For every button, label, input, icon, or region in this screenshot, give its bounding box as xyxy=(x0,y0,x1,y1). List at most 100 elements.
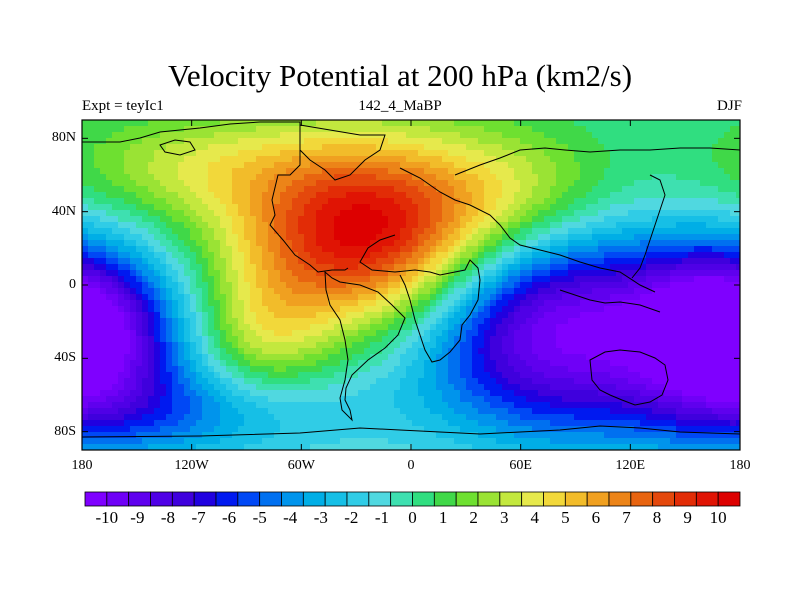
field-cell xyxy=(346,258,353,265)
field-cell xyxy=(610,324,617,331)
field-cell xyxy=(268,144,275,151)
field-cell xyxy=(682,228,689,235)
field-cell xyxy=(400,168,407,175)
field-cell xyxy=(592,378,599,385)
field-cell xyxy=(610,204,617,211)
field-cell xyxy=(460,246,467,253)
field-cell xyxy=(214,300,221,307)
field-cell xyxy=(316,264,323,271)
field-cell xyxy=(568,342,575,349)
field-cell xyxy=(184,300,191,307)
field-cell xyxy=(226,258,233,265)
field-cell xyxy=(352,216,359,223)
field-cell xyxy=(622,126,629,133)
field-cell xyxy=(640,324,647,331)
field-cell xyxy=(298,174,305,181)
field-cell xyxy=(496,192,503,199)
field-cell xyxy=(268,120,275,127)
field-cell xyxy=(130,174,137,181)
field-cell xyxy=(292,282,299,289)
field-cell xyxy=(298,264,305,271)
field-cell xyxy=(136,240,143,247)
field-cell xyxy=(382,216,389,223)
field-cell xyxy=(238,378,245,385)
field-cell xyxy=(568,354,575,361)
field-cell xyxy=(532,372,539,379)
field-cell xyxy=(100,192,107,199)
field-cell xyxy=(112,228,119,235)
field-cell xyxy=(688,270,695,277)
field-cell xyxy=(178,210,185,217)
field-cell xyxy=(172,234,179,241)
field-cell xyxy=(640,144,647,151)
field-cell xyxy=(538,144,545,151)
field-cell xyxy=(586,126,593,133)
field-cell xyxy=(232,372,239,379)
field-cell xyxy=(454,348,461,355)
field-cell xyxy=(700,240,707,247)
field-cell xyxy=(478,156,485,163)
field-cell xyxy=(148,144,155,151)
field-cell xyxy=(214,126,221,133)
field-cell xyxy=(436,324,443,331)
field-cell xyxy=(736,384,740,391)
field-cell xyxy=(376,312,383,319)
field-cell xyxy=(376,246,383,253)
field-cell xyxy=(550,306,557,313)
field-cell xyxy=(532,360,539,367)
field-cell xyxy=(328,378,335,385)
field-cell xyxy=(454,186,461,193)
field-cell xyxy=(658,282,665,289)
field-cell xyxy=(262,174,269,181)
field-cell xyxy=(562,144,569,151)
field-cell xyxy=(706,288,713,295)
field-cell xyxy=(604,198,611,205)
field-cell xyxy=(454,150,461,157)
field-cell xyxy=(226,318,233,325)
field-cell xyxy=(352,144,359,151)
field-cell xyxy=(454,384,461,391)
field-cell xyxy=(562,264,569,271)
field-cell xyxy=(730,246,737,253)
field-cell xyxy=(88,372,95,379)
field-cell xyxy=(730,180,737,187)
field-cell xyxy=(670,300,677,307)
field-cell xyxy=(220,318,227,325)
field-cell xyxy=(634,186,641,193)
field-cell xyxy=(418,294,425,301)
field-cell xyxy=(370,210,377,217)
field-cell xyxy=(730,300,737,307)
field-cell xyxy=(118,210,125,217)
field-cell xyxy=(658,228,665,235)
field-cell xyxy=(730,384,737,391)
field-cell xyxy=(436,246,443,253)
field-cell xyxy=(538,120,545,127)
field-cell xyxy=(214,354,221,361)
field-cell xyxy=(298,318,305,325)
field-cell xyxy=(292,120,299,127)
field-cell xyxy=(136,186,143,193)
field-cell xyxy=(112,174,119,181)
field-cell xyxy=(256,306,263,313)
field-cell xyxy=(298,312,305,319)
field-cell xyxy=(622,378,629,385)
field-cell xyxy=(526,384,533,391)
field-cell xyxy=(568,246,575,253)
field-cell xyxy=(598,240,605,247)
field-cell xyxy=(640,270,647,277)
field-cell xyxy=(646,132,653,139)
field-cell xyxy=(82,234,89,241)
field-cell xyxy=(460,384,467,391)
field-cell xyxy=(532,336,539,343)
field-cell xyxy=(304,360,311,367)
field-cell xyxy=(130,162,137,169)
field-cell xyxy=(736,318,740,325)
field-cell xyxy=(118,162,125,169)
field-cell xyxy=(502,270,509,277)
field-cell xyxy=(448,300,455,307)
field-cell xyxy=(406,312,413,319)
field-cell xyxy=(298,210,305,217)
field-cell xyxy=(622,198,629,205)
field-cell xyxy=(310,144,317,151)
field-cell xyxy=(430,252,437,259)
